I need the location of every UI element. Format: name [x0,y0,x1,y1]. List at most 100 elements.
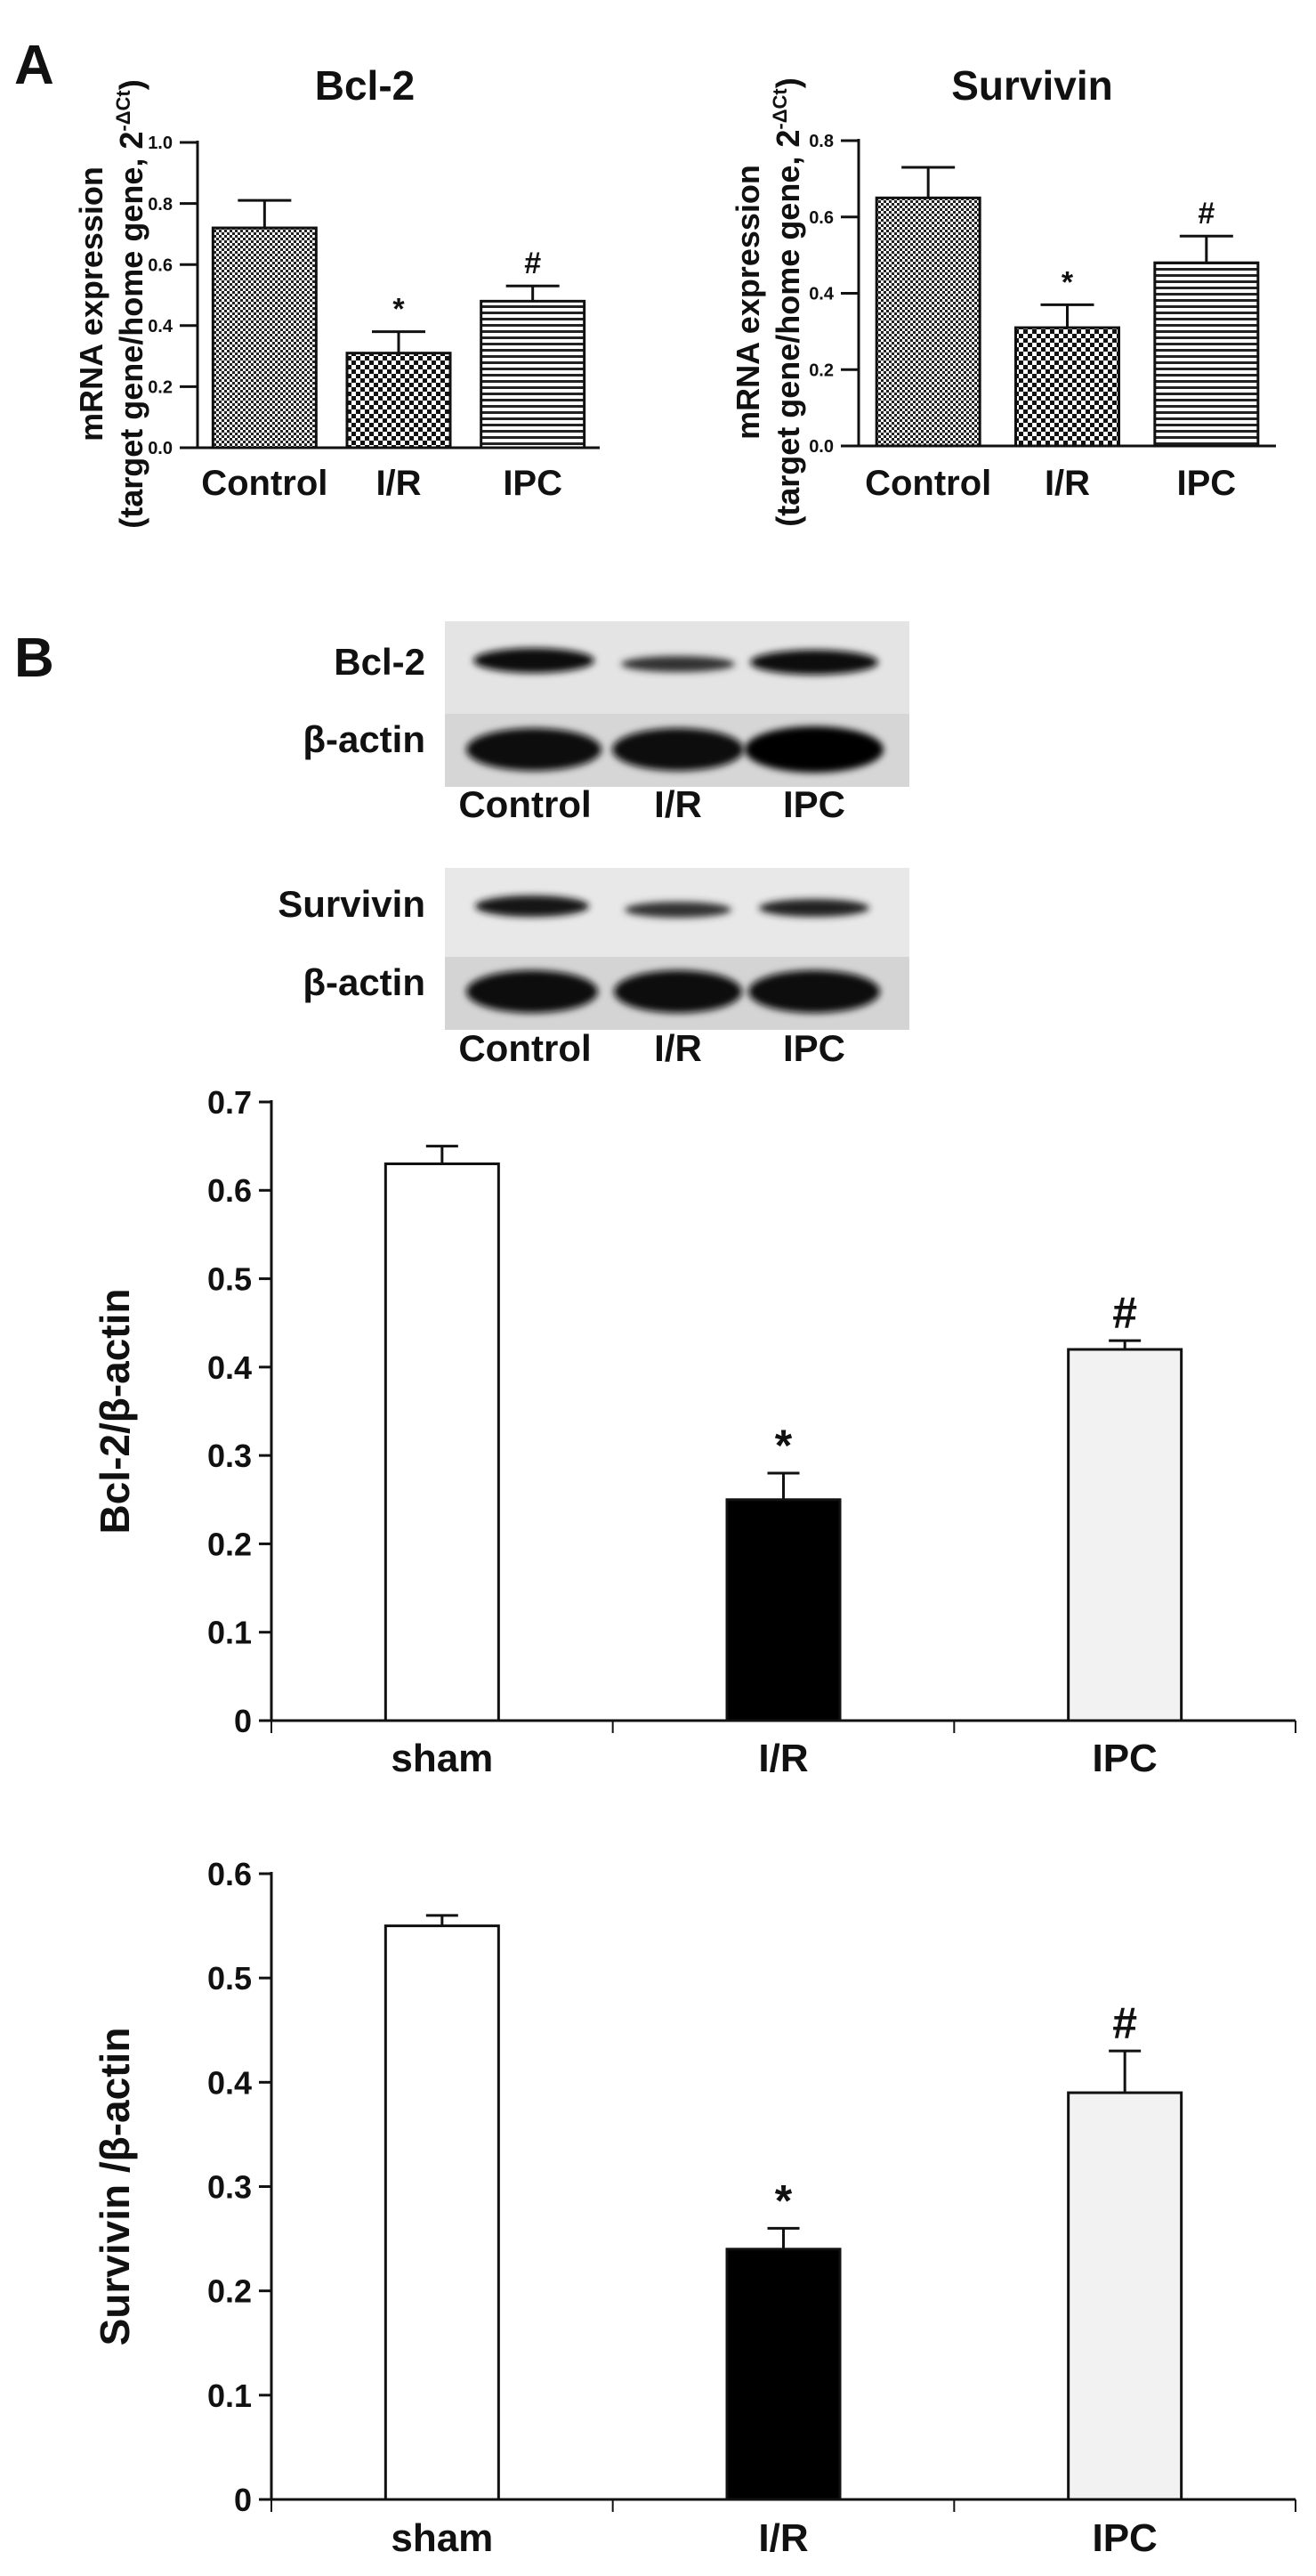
chart-survivin-protein: Survivin /β-actin 0 0.1 0.2 0.3 0.4 0.5 0.6 sham… [92,1856,1296,2560]
western-blot-bcl2: Bcl-2 β-actin Control I/R IPC [303,621,909,825]
y-tick-label: 0.8 [148,195,173,215]
panel-label-a: A [14,35,54,96]
y-tick-label: 0.2 [148,378,173,398]
blot-band [759,899,869,917]
y-tick-label: 0.4 [148,317,174,336]
y-tick-label: 0.6 [207,1856,252,1892]
category-label: IPC [1092,2516,1157,2560]
y-axis-label-close: ) [770,77,806,88]
panel-label-b: B [14,628,54,689]
blot-lane-label: I/R [654,783,702,825]
category-label: Control [201,464,327,503]
y-tick-label: 0.5 [207,1261,252,1298]
category-label: I/R [375,464,421,503]
y-tick-label: 0.6 [148,255,173,275]
y-tick-label: 0.1 [207,1615,252,1651]
blot-band [614,970,742,1013]
significance-marker: * [775,2175,793,2225]
blot-band [612,728,744,771]
y-tick-label: 0.4 [207,1349,252,1386]
blot-band [473,648,594,673]
chart-survivin-mrna: Survivin mRNA expression (target gene/home… [730,62,1276,527]
y-tick-label: 0.7 [207,1084,252,1121]
category-label: I/R [758,2516,808,2560]
y-tick-label: 0.2 [207,2273,252,2310]
bar [725,1498,842,1722]
blot-lane-label: Control [458,1027,591,1069]
y-tick-label: 0 [234,2482,252,2518]
y-tick-label: 0.6 [809,208,834,228]
y-tick-label: 0.2 [207,1526,252,1562]
blot-band [745,726,884,773]
blot-lane-label: IPC [783,1027,845,1069]
category-label: I/R [1045,464,1090,503]
y-axis-label-superscript: -ΔCt [769,88,791,130]
y-axis-label-text: (target gene/home gene, 2 [113,132,149,529]
y-axis-label-unit: (target gene/home gene, 2-ΔCt) [112,79,149,528]
y-axis-label: mRNA expression [730,165,766,440]
blot-band [750,650,878,675]
category-label: IPC [503,464,562,503]
y-axis-label-close: ) [113,79,149,90]
blot-band [475,895,589,917]
chart-bcl2-protein: Bcl-2/β-actin 0 0.1 0.2 0.3 0.4 0.5 0.6 0.7 sham *… [92,1084,1296,1780]
category-label: sham [391,1737,493,1780]
category-label: I/R [758,1737,808,1780]
blot-band [748,970,880,1013]
y-axis-label-text: (target gene/home gene, 2 [770,130,806,527]
blot-row-label-actin: β-actin [303,718,425,760]
significance-marker: # [524,247,541,280]
y-tick-label: 0.5 [207,1960,252,1997]
bar [345,352,452,450]
blot-lane-label: I/R [654,1027,702,1069]
y-axis-label-unit: (target gene/home gene, 2-ΔCt) [769,77,806,526]
y-tick-label: 0.3 [207,1438,252,1474]
y-tick-label: 0.0 [809,437,834,457]
y-tick-label: 0.6 [207,1172,252,1209]
blot-row-label-actin: β-actin [303,961,425,1003]
blot-row-label-bcl2: Bcl-2 [334,641,425,683]
bar [725,2248,842,2501]
bar [1153,261,1260,448]
chart-title: Bcl-2 [315,62,415,109]
chart-bcl2-mrna: Bcl-2 mRNA expression (target gene/home ge… [73,62,600,529]
blot-lane-label: IPC [783,783,845,825]
y-tick-label: 0.4 [207,2064,252,2101]
bar [480,299,586,450]
y-tick-label: 0.3 [207,2168,252,2205]
y-tick-label: 0.4 [809,285,835,304]
bar [383,1924,500,2501]
y-tick-label: 0.0 [148,439,173,458]
blot-band [621,656,735,672]
bar [1067,1348,1183,1722]
category-label: sham [391,2516,493,2560]
western-blot-survivin: Survivin β-actin Control I/R IPC [278,868,909,1069]
y-axis-label: Bcl-2/β-actin [92,1288,138,1534]
bar [211,226,318,450]
y-axis-label: mRNA expression [73,166,109,441]
significance-marker: * [775,1421,793,1470]
bar [875,196,981,448]
category-label: IPC [1092,1737,1157,1780]
category-label: IPC [1176,464,1236,503]
bar [383,1162,500,1722]
bar [1014,326,1120,448]
significance-marker: # [1112,1998,1137,2048]
blot-band [625,902,731,918]
blot-row-label-survivin: Survivin [278,883,425,925]
y-axis-label-superscript: -ΔCt [112,90,134,132]
y-tick-label: 0.8 [809,132,834,151]
significance-marker: * [1062,265,1074,299]
y-axis-label: Survivin /β-actin [92,2028,138,2346]
significance-marker: * [392,293,405,327]
significance-marker: # [1198,197,1215,231]
chart-title: Survivin [951,62,1113,109]
category-label: Control [865,464,991,503]
y-tick-label: 0.2 [809,360,834,380]
y-tick-label: 1.0 [148,134,173,153]
y-tick-label: 0 [234,1703,252,1739]
bar [1067,2091,1183,2501]
blot-lane-label: Control [458,783,591,825]
blot-band [466,728,601,771]
